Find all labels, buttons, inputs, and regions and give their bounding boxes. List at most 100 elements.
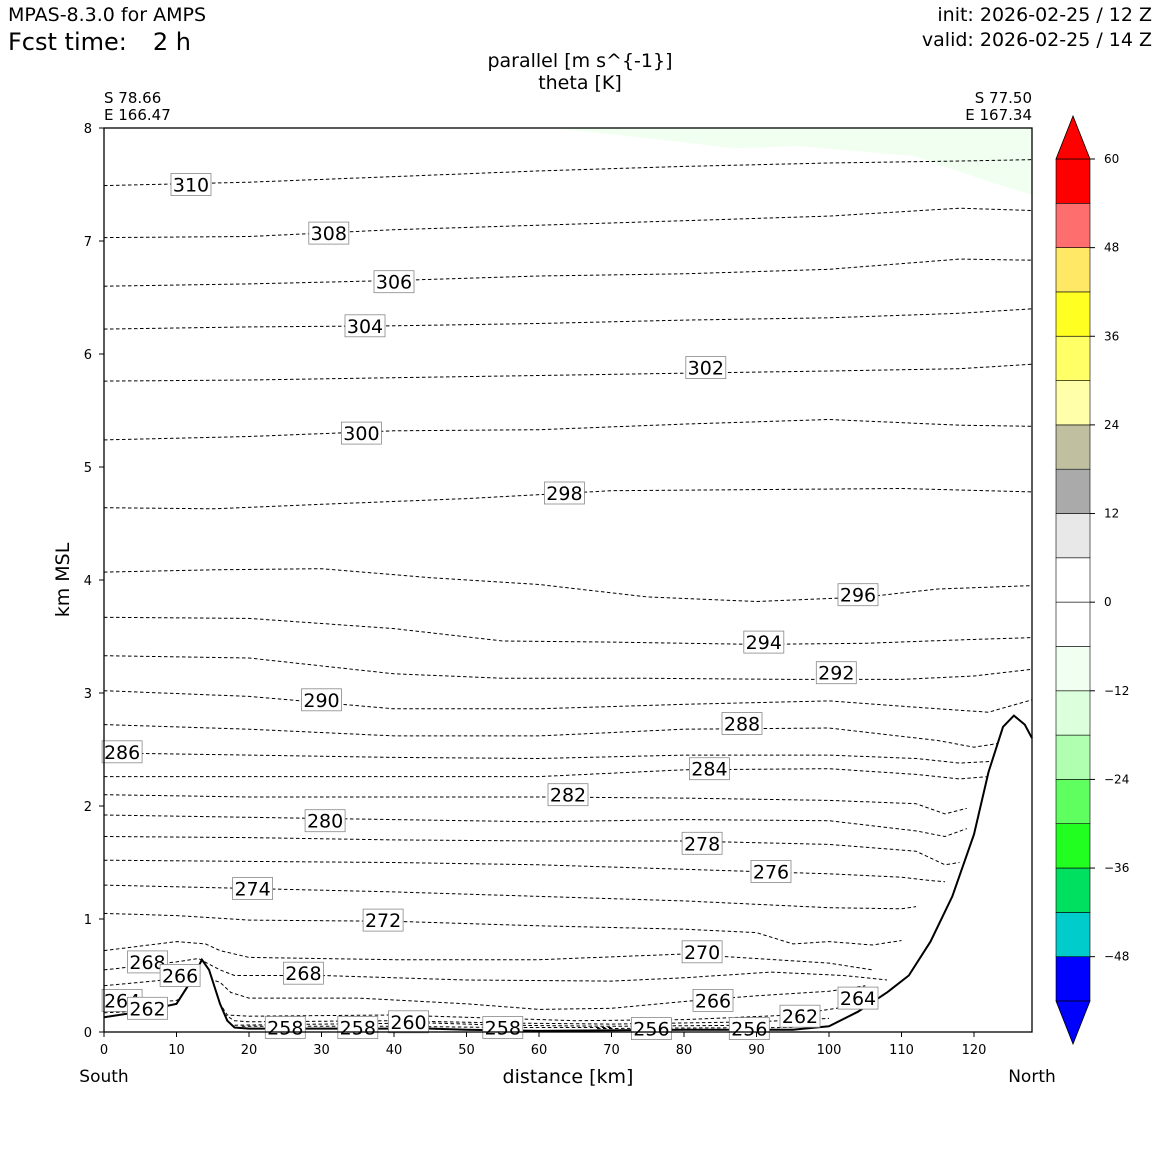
- contour-label-box: [308, 221, 350, 245]
- contour-label-308: 308: [308, 221, 350, 245]
- contour-label-box: [301, 688, 342, 712]
- contour-label-306: 306: [373, 270, 415, 294]
- colorbar-tick-label: −12: [1104, 684, 1129, 698]
- theta-contour-262: [103, 994, 830, 1025]
- contour-label-text: 304: [347, 316, 383, 338]
- colorbar-segment: [1055, 690, 1091, 736]
- x-tick-label: 0: [100, 1043, 108, 1058]
- contour-label-290: 290: [301, 688, 342, 712]
- contour-label-text: 310: [173, 175, 209, 197]
- y-tick-label: 4: [84, 574, 92, 589]
- contour-label-266b: 266: [692, 989, 734, 1012]
- x-tick-label: 10: [168, 1043, 185, 1058]
- contour-label-296: 296: [837, 583, 879, 607]
- y-tick-label: 6: [84, 348, 92, 363]
- contour-label-294: 294: [743, 630, 785, 654]
- y-tick-label: 1: [84, 913, 92, 928]
- theta-contour-294: [103, 616, 1033, 645]
- theta-contour-280: [103, 814, 967, 838]
- contour-label-text: 286: [104, 742, 140, 764]
- contour-label-text: 262: [782, 1006, 818, 1028]
- contour-label-box: [101, 740, 143, 764]
- theta-contour-260: [234, 1022, 757, 1027]
- colorbar-segment: [1055, 380, 1091, 426]
- colorbar-segment: [1055, 513, 1091, 559]
- x-tick-label: 50: [458, 1043, 475, 1058]
- contour-label-276: 276: [750, 860, 792, 884]
- contour-label-box: [544, 481, 585, 505]
- contour-label-box: [232, 877, 274, 900]
- contour-label-text: 258: [485, 1018, 521, 1040]
- init-time: init: 2026-02-25 / 12 Z: [937, 4, 1152, 26]
- contour-label-box: [304, 809, 346, 833]
- theta-contour-274: [103, 884, 917, 910]
- contour-label-264b: 264: [837, 986, 879, 1010]
- contour-label-layer: 310 308 306 304 302 300 298 296 294 292 290 288 286 2…: [101, 173, 879, 1041]
- contour-label-box: [689, 757, 730, 781]
- theta-contour-272: [103, 912, 902, 946]
- colorbar-tick-label: −48: [1104, 950, 1129, 964]
- colorbar-segment: [1055, 956, 1091, 1002]
- contour-label-text: 272: [365, 910, 401, 932]
- contour-label-text: 288: [724, 714, 760, 736]
- contour-label-310: 310: [170, 173, 212, 197]
- colorbar-segment: [1055, 823, 1091, 869]
- contour-label-text: 282: [550, 785, 586, 807]
- x-tick-label: 20: [241, 1043, 258, 1058]
- theta-contour-258: [241, 1025, 612, 1028]
- theta-contour-276: [103, 859, 946, 883]
- contour-label-box: [337, 1016, 379, 1039]
- contour-label-268: 268: [127, 950, 168, 974]
- contour-label-box: [728, 1017, 770, 1040]
- contour-label-text: 306: [376, 272, 412, 294]
- theta-contour-290: [103, 690, 1033, 713]
- chart-title-line1: parallel [m s^{-1}]: [487, 50, 672, 72]
- contour-label-text: 270: [684, 942, 720, 964]
- right-end-lat: S 77.50: [975, 89, 1032, 107]
- x-tick-label: 80: [676, 1043, 693, 1058]
- contour-label-256b: 256: [728, 1017, 770, 1041]
- contour-label-text: 274: [234, 879, 270, 901]
- theta-contour-286: [103, 752, 1004, 764]
- theta-contour-300: [103, 418, 1033, 441]
- theta-contour-304: [103, 308, 1033, 330]
- x-tick-label: 70: [603, 1043, 620, 1058]
- contour-label-300: 300: [340, 421, 382, 445]
- valid-time: valid: 2026-02-25 / 14 Z: [921, 29, 1152, 51]
- contour-label-box: [159, 964, 201, 987]
- theta-contour-288: [103, 724, 1033, 748]
- terrain-fill: [104, 715, 1032, 1032]
- y-axis-label: km MSL: [52, 542, 74, 617]
- contour-label-box: [373, 270, 415, 294]
- contour-label-text: 256: [633, 1019, 669, 1041]
- colorbar-tick-label: 60: [1104, 152, 1119, 166]
- contour-label-box: [721, 712, 763, 735]
- contour-label-text: 268: [285, 963, 321, 985]
- colorbar-segment: [1055, 601, 1091, 647]
- contour-label-box: [170, 173, 212, 196]
- contour-label-box: [127, 950, 168, 974]
- contour-label-282: 282: [547, 783, 589, 807]
- shading-region: [553, 128, 1032, 195]
- contour-label-box: [127, 996, 168, 1020]
- chart-title-line2: theta [K]: [538, 72, 622, 94]
- north-label: North: [1008, 1067, 1056, 1087]
- theta-contour-308: [103, 207, 1033, 239]
- contour-label-text: 266: [695, 990, 731, 1012]
- contour-label-304: 304: [344, 314, 386, 338]
- contour-label-260: 260: [388, 1010, 429, 1034]
- contour-label-286: 286: [101, 740, 143, 764]
- contour-label-text: 278: [684, 833, 720, 855]
- contour-label-280: 280: [304, 809, 346, 833]
- contour-label-text: 276: [753, 862, 789, 884]
- contour-label-text: 258: [267, 1018, 303, 1040]
- y-tick-label: 3: [84, 687, 92, 702]
- colorbar-segment: [1055, 291, 1091, 337]
- colorbar-segment: [1055, 158, 1091, 204]
- theta-contour-256: [596, 1027, 793, 1030]
- contour-label-284: 284: [689, 757, 730, 781]
- theta-contour-278: [103, 836, 960, 866]
- contour-label-288: 288: [721, 712, 763, 736]
- contour-label-text: 266: [162, 966, 198, 988]
